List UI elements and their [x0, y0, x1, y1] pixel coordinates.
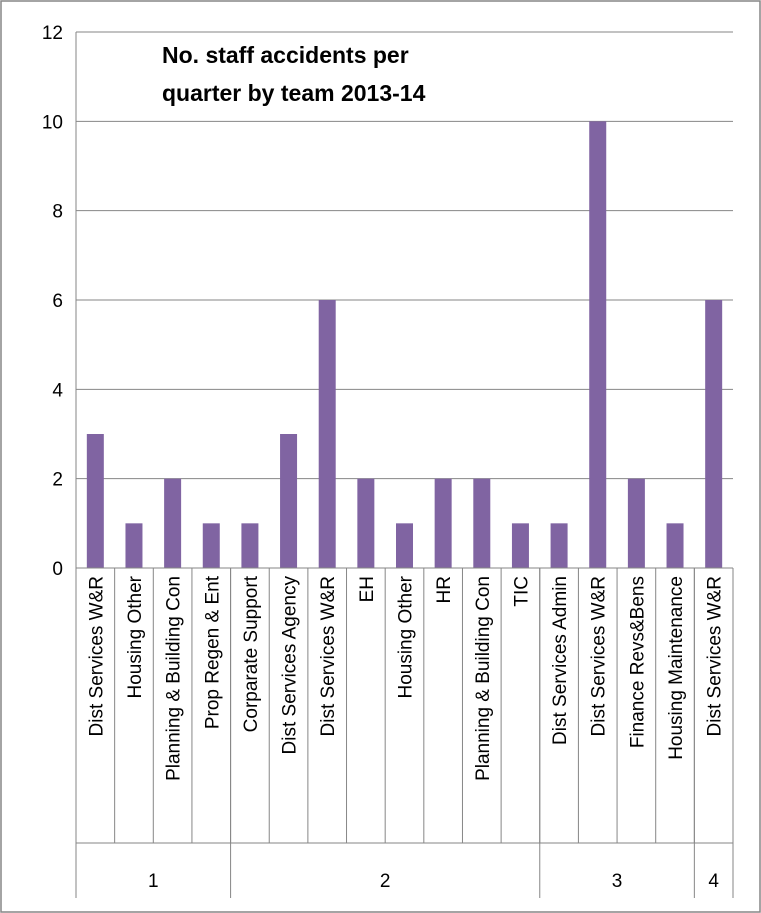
x-tick-label: Dist Services Admin — [550, 576, 571, 745]
x-tick-label: Housing Other — [396, 575, 417, 698]
bar-3 — [202, 523, 220, 568]
chart-title-line-2: quarter by team 2013-14 — [162, 80, 426, 106]
bar-4 — [241, 523, 259, 568]
x-tick-label: Prop Regen & Ent — [202, 575, 223, 729]
axes — [75, 32, 734, 898]
x-tick-label: Dist Services W&R — [318, 576, 339, 736]
x-tick-label: EH — [357, 576, 378, 602]
bar-11 — [511, 523, 529, 568]
y-tick-label: 0 — [52, 559, 63, 580]
x-tick-label: Corparate Support — [241, 575, 262, 732]
x-tick-label: Dist Services W&R — [705, 576, 726, 736]
gridlines — [76, 31, 733, 480]
bar-9 — [434, 478, 452, 568]
y-tick-label: 8 — [52, 202, 63, 223]
group-label: 3 — [612, 871, 623, 892]
bar-0 — [86, 434, 104, 568]
y-tick-label: 4 — [52, 380, 63, 401]
bar-16 — [705, 300, 723, 568]
bar-15 — [666, 523, 684, 568]
y-tick-label: 12 — [42, 23, 63, 44]
bar-5 — [280, 434, 298, 568]
bar-8 — [396, 523, 413, 568]
bar-1 — [125, 523, 143, 568]
bar-2 — [164, 478, 182, 568]
bar-14 — [627, 478, 645, 568]
group-label: 4 — [708, 871, 719, 892]
group-label: 1 — [148, 871, 159, 892]
x-tick-label: Planning & Building Con — [164, 576, 185, 781]
x-tick-label: Dist Services Agency — [280, 576, 301, 755]
bar-12 — [550, 523, 568, 568]
bars — [86, 121, 723, 568]
chart-title-line-1: No. staff accidents per — [162, 42, 409, 68]
x-tick-label: Finance Revs&Bens — [627, 576, 648, 748]
x-tick-label: Planning & Building Con — [473, 576, 494, 781]
x-tick-label: Housing Other — [125, 575, 146, 698]
y-tick-label: 2 — [52, 470, 63, 491]
x-tick-label: HR — [434, 576, 455, 603]
y-tick-label: 6 — [52, 291, 63, 312]
x-tick-label: Housing Maintenance — [666, 576, 687, 760]
x-tick-label: Dist Services W&R — [86, 576, 107, 736]
bar-7 — [357, 478, 375, 568]
bar-10 — [473, 478, 491, 568]
x-tick-label: Dist Services W&R — [589, 576, 610, 736]
bar-6 — [318, 300, 336, 568]
y-tick-label: 10 — [42, 112, 63, 133]
bar-13 — [589, 121, 607, 568]
x-tick-label: TIC — [511, 576, 532, 607]
group-label: 2 — [380, 871, 391, 892]
